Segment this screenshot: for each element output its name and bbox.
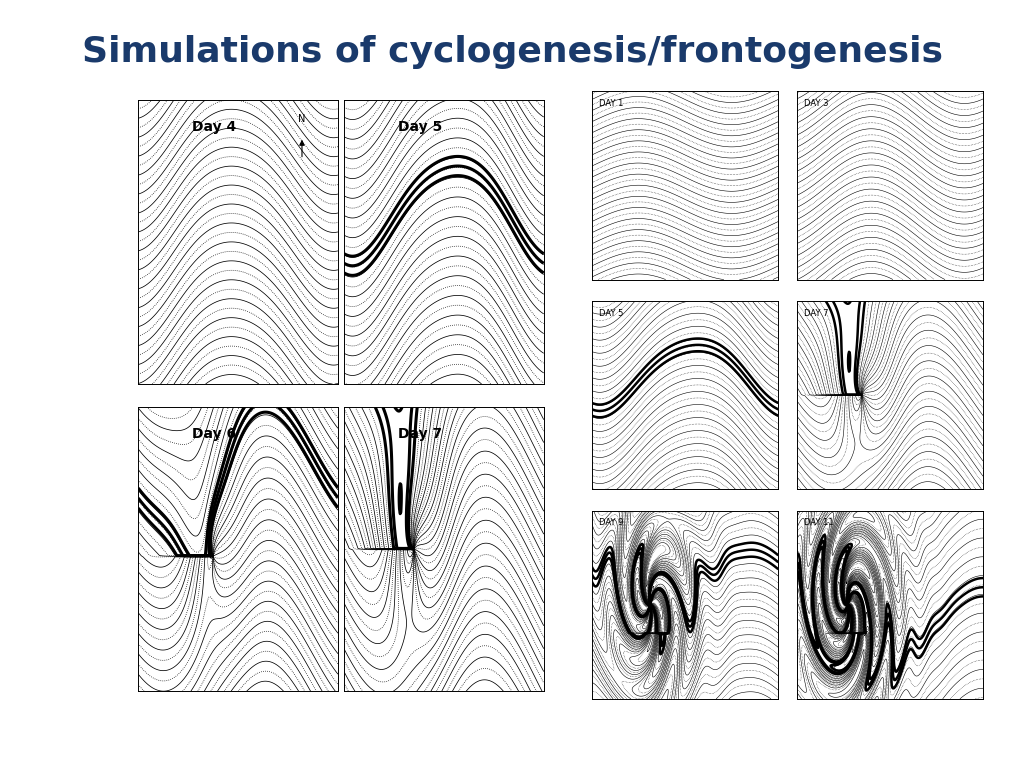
Text: DAY 11: DAY 11: [804, 518, 834, 528]
Text: DAY 7: DAY 7: [804, 309, 828, 318]
Text: Day 5: Day 5: [397, 120, 442, 134]
Text: N: N: [298, 114, 306, 124]
Text: DAY 1: DAY 1: [599, 99, 624, 108]
Text: Day 7: Day 7: [398, 427, 442, 441]
Text: Day 6: Day 6: [193, 427, 237, 441]
Text: Simulations of cyclogenesis/frontogenesis: Simulations of cyclogenesis/frontogenesi…: [82, 35, 942, 68]
Text: DAY 5: DAY 5: [599, 309, 624, 318]
Text: DAY 9: DAY 9: [599, 518, 624, 528]
Text: DAY 3: DAY 3: [804, 99, 828, 108]
Text: Day 4: Day 4: [191, 120, 237, 134]
